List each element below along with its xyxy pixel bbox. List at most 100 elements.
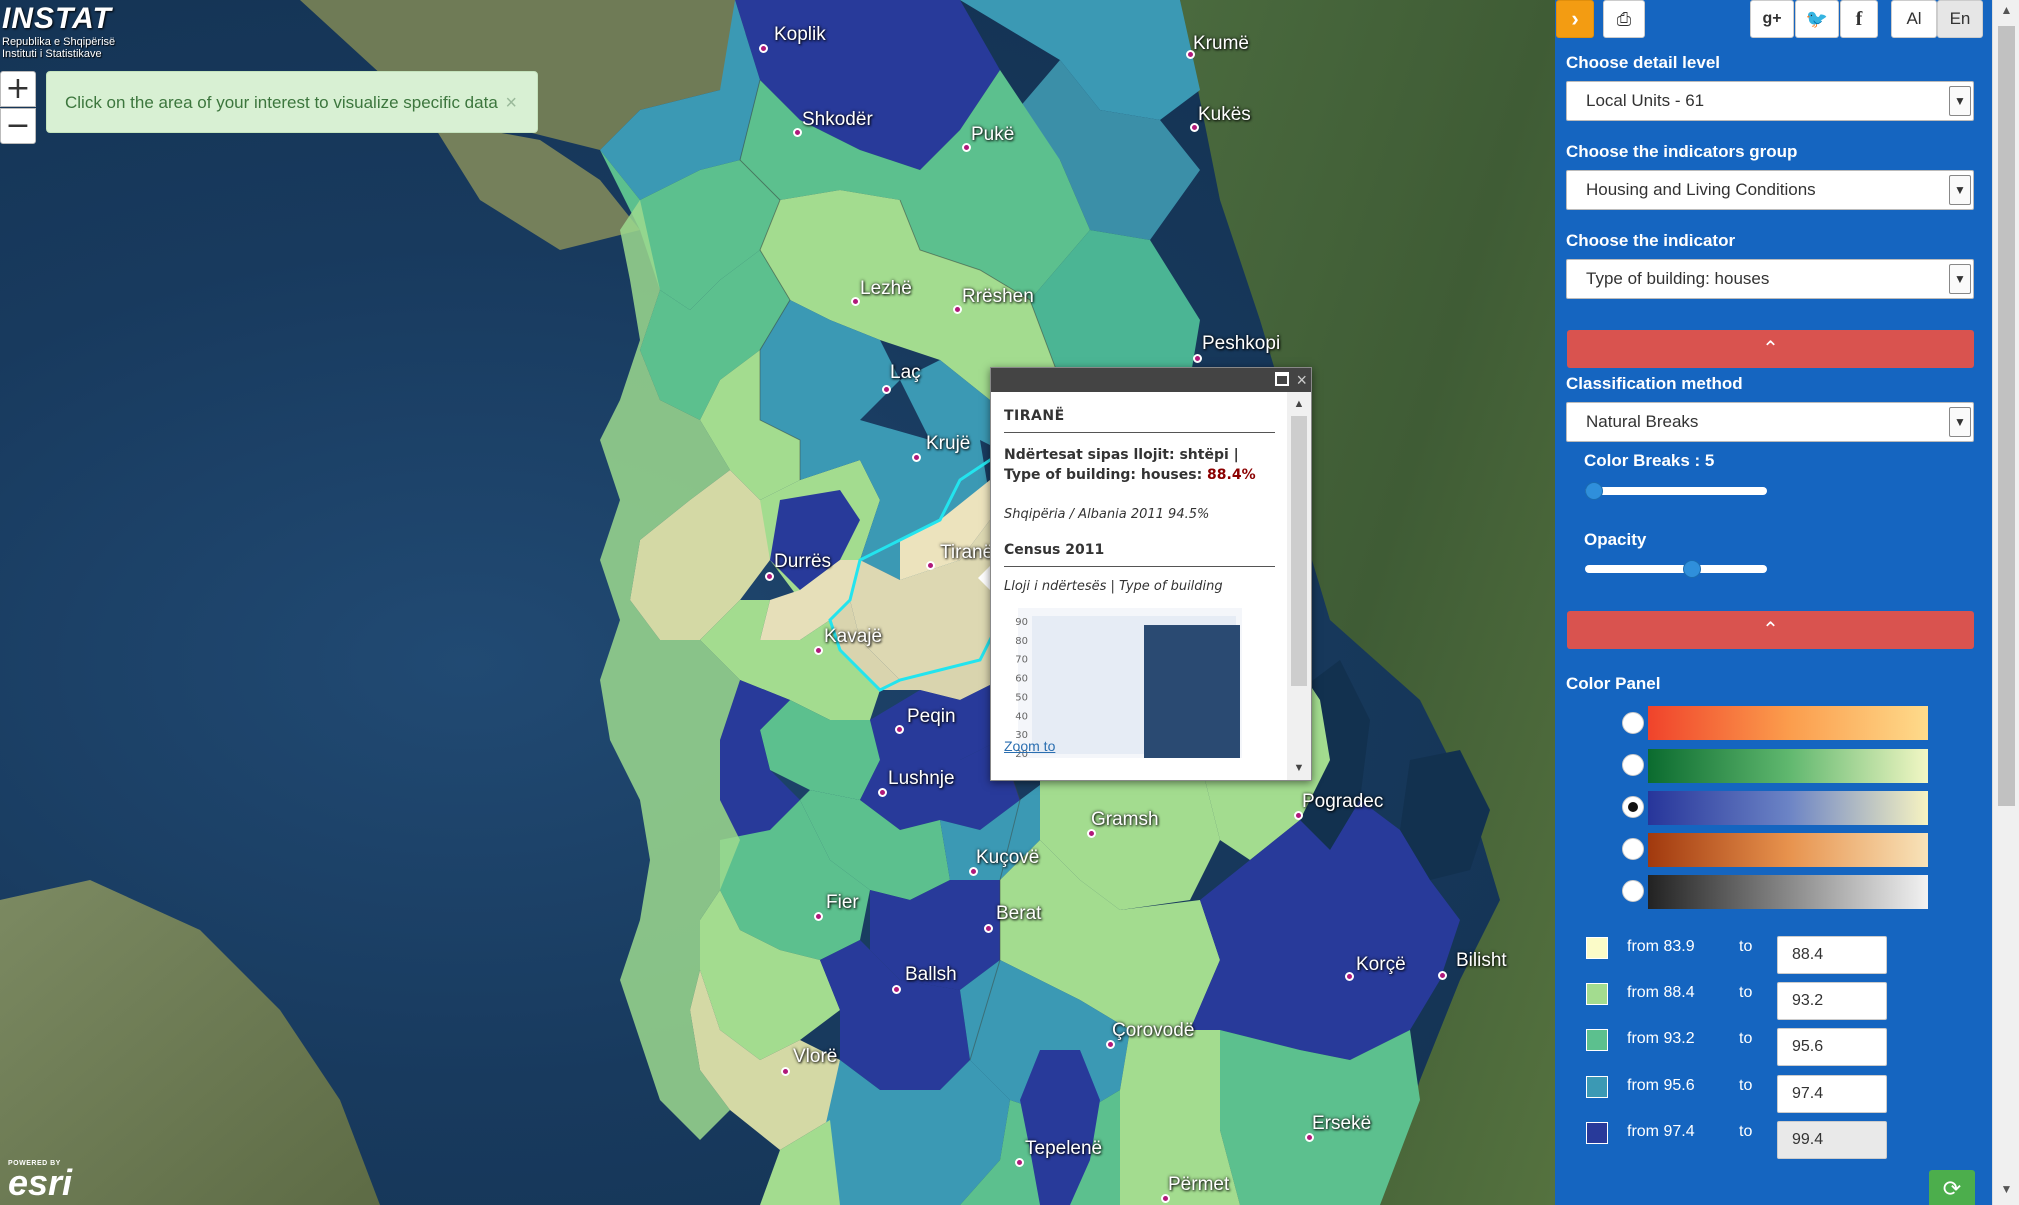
color-breaks-slider-knob[interactable] [1585,482,1603,500]
city-dot-tepelene[interactable] [1015,1158,1024,1167]
city-dot-berat[interactable] [984,924,993,933]
y-tick-label: 30 [1015,730,1028,741]
alert-close-icon[interactable]: × [505,92,517,114]
city-dot-bilisht[interactable] [1438,971,1447,980]
y-tick-label: 80 [1015,636,1028,647]
collapse-classification-button[interactable]: ⌃ [1567,611,1974,649]
city-label-vlore: Vlorë [793,1046,838,1067]
color-ramp-radio-blue-yellow[interactable] [1622,796,1644,818]
color-ramp-red-yellow[interactable] [1648,706,1928,740]
popup-scrollbar[interactable]: ▲ ▼ [1287,392,1311,780]
break-to-input[interactable]: 93.2 [1777,982,1887,1020]
break-to-label: to [1739,1077,1753,1094]
close-icon[interactable]: × [1296,370,1307,390]
city-dot-tirane[interactable] [926,561,935,570]
color-ramp-gray[interactable] [1648,875,1928,909]
map-canvas[interactable]: Koplik Krumë Kukës Shkodër Pukë Lezhë Rr… [0,0,1555,1205]
break-to-input[interactable]: 88.4 [1777,936,1887,974]
color-ramp-radio-red-yellow[interactable] [1622,712,1644,734]
city-dot-kukes[interactable] [1190,123,1199,132]
scroll-down-icon[interactable]: ▼ [2000,1182,2013,1196]
twitter-button[interactable]: 🐦 [1795,0,1839,38]
color-breaks-slider[interactable] [1585,482,1767,500]
city-dot-durres[interactable] [765,572,774,581]
google-plus-button[interactable]: g+ [1750,0,1794,38]
esri-logo[interactable]: POWERED BY esri [8,1160,72,1201]
opacity-slider[interactable] [1585,560,1767,578]
city-dot-shkoder[interactable] [793,128,802,137]
city-dot-krume[interactable] [1186,50,1195,59]
instat-logo[interactable]: INSTAT Republika e Shqipërisë Instituti … [0,2,125,62]
break-to-label: to [1739,1123,1753,1140]
zoom-out-button[interactable]: − [0,108,36,144]
city-dot-peshkopi[interactable] [1193,354,1202,363]
page-scrollbar[interactable]: ▲ ▼ [1992,0,2019,1205]
city-dot-kucove[interactable] [969,867,978,876]
city-label-pogradec: Pogradec [1302,791,1384,812]
city-dot-corovode[interactable] [1106,1040,1115,1049]
break-from: from 95.6 [1627,1077,1695,1094]
language-al-button[interactable]: Al [1891,0,1937,38]
city-dot-kruje[interactable] [912,453,921,462]
y-tick-label: 20 [1015,749,1028,758]
collapse-indicators-button[interactable]: ⌃ [1567,330,1974,368]
map-base-layer[interactable] [0,0,1555,1205]
chevron-down-icon[interactable]: ▼ [1949,407,1971,437]
city-dot-lushnje[interactable] [878,788,887,797]
city-dot-pogradec[interactable] [1294,811,1303,820]
classification-label: Classification method [1566,374,1743,393]
chevron-down-icon[interactable]: ▼ [1949,175,1971,205]
chevron-up-icon: ⌃ [1762,619,1779,641]
classification-select[interactable]: Natural Breaks ▼ [1566,402,1974,442]
chevron-down-icon[interactable]: ▼ [1949,86,1971,116]
city-dot-lezhe[interactable] [851,297,860,306]
city-dot-vlore[interactable] [781,1067,790,1076]
scroll-up-icon[interactable]: ▲ [1293,398,1305,410]
zoom-in-button[interactable]: + [0,71,36,107]
language-en-button[interactable]: En [1937,0,1983,38]
y-tick-label: 90 [1015,617,1028,628]
city-dot-gramsh[interactable] [1087,829,1096,838]
city-dot-rreshen[interactable] [953,305,962,314]
opacity-slider-knob[interactable] [1683,560,1702,578]
break-to-input[interactable]: 95.6 [1777,1028,1887,1066]
color-ramp-blue-yellow[interactable] [1648,791,1928,825]
city-label-permet: Përmet [1168,1174,1230,1195]
indicator-select[interactable]: Type of building: houses ▼ [1566,259,1974,299]
zoom-to-link[interactable]: Zoom to [1004,738,1056,754]
detail-level-select[interactable]: Local Units - 61 ▼ [1566,81,1974,121]
color-breaks-label: Color Breaks : 5 [1584,451,1715,470]
city-dot-lac[interactable] [882,385,891,394]
popup-scroll-thumb[interactable] [1291,416,1307,686]
chart-bar[interactable] [1144,625,1240,758]
city-dot-peqin[interactable] [895,725,904,734]
print-button[interactable]: ⎙ [1603,0,1645,38]
color-ramp-radio-gray[interactable] [1622,880,1644,902]
city-dot-puke[interactable] [962,143,971,152]
city-dot-erseke[interactable] [1305,1133,1314,1142]
city-dot-permet[interactable] [1161,1194,1170,1203]
color-ramp-radio-brown-yellow[interactable] [1622,838,1644,860]
city-dot-fier[interactable] [814,912,823,921]
scroll-down-icon[interactable]: ▼ [1293,762,1305,774]
city-dot-ballsh[interactable] [892,985,901,994]
page-scroll-thumb[interactable] [1998,26,2015,806]
scroll-up-icon[interactable]: ▲ [2000,3,2013,17]
break-to-input[interactable]: 97.4 [1777,1075,1887,1113]
color-ramp-radio-green-yellow[interactable] [1622,754,1644,776]
city-dot-kavaje[interactable] [814,646,823,655]
color-ramp-green-yellow[interactable] [1648,749,1928,783]
city-dot-koplik[interactable] [759,44,768,53]
maximize-icon[interactable] [1275,372,1289,386]
indicator-label: Choose the indicator [1566,231,1736,250]
refresh-button[interactable]: ⟳ [1929,1170,1975,1205]
facebook-button[interactable]: f [1840,0,1878,38]
color-ramp-brown-yellow[interactable] [1648,833,1928,867]
indicators-group-select[interactable]: Housing and Living Conditions ▼ [1566,170,1974,210]
popup-indicator-label: Ndërtesat sipas llojit: shtëpi | Type of… [1004,447,1239,483]
twitter-icon: 🐦 [1805,9,1829,29]
toggle-panel-button[interactable]: › [1556,0,1594,38]
chevron-down-icon[interactable]: ▼ [1949,264,1971,294]
city-label-berat: Berat [996,903,1042,924]
city-dot-korce[interactable] [1345,972,1354,981]
